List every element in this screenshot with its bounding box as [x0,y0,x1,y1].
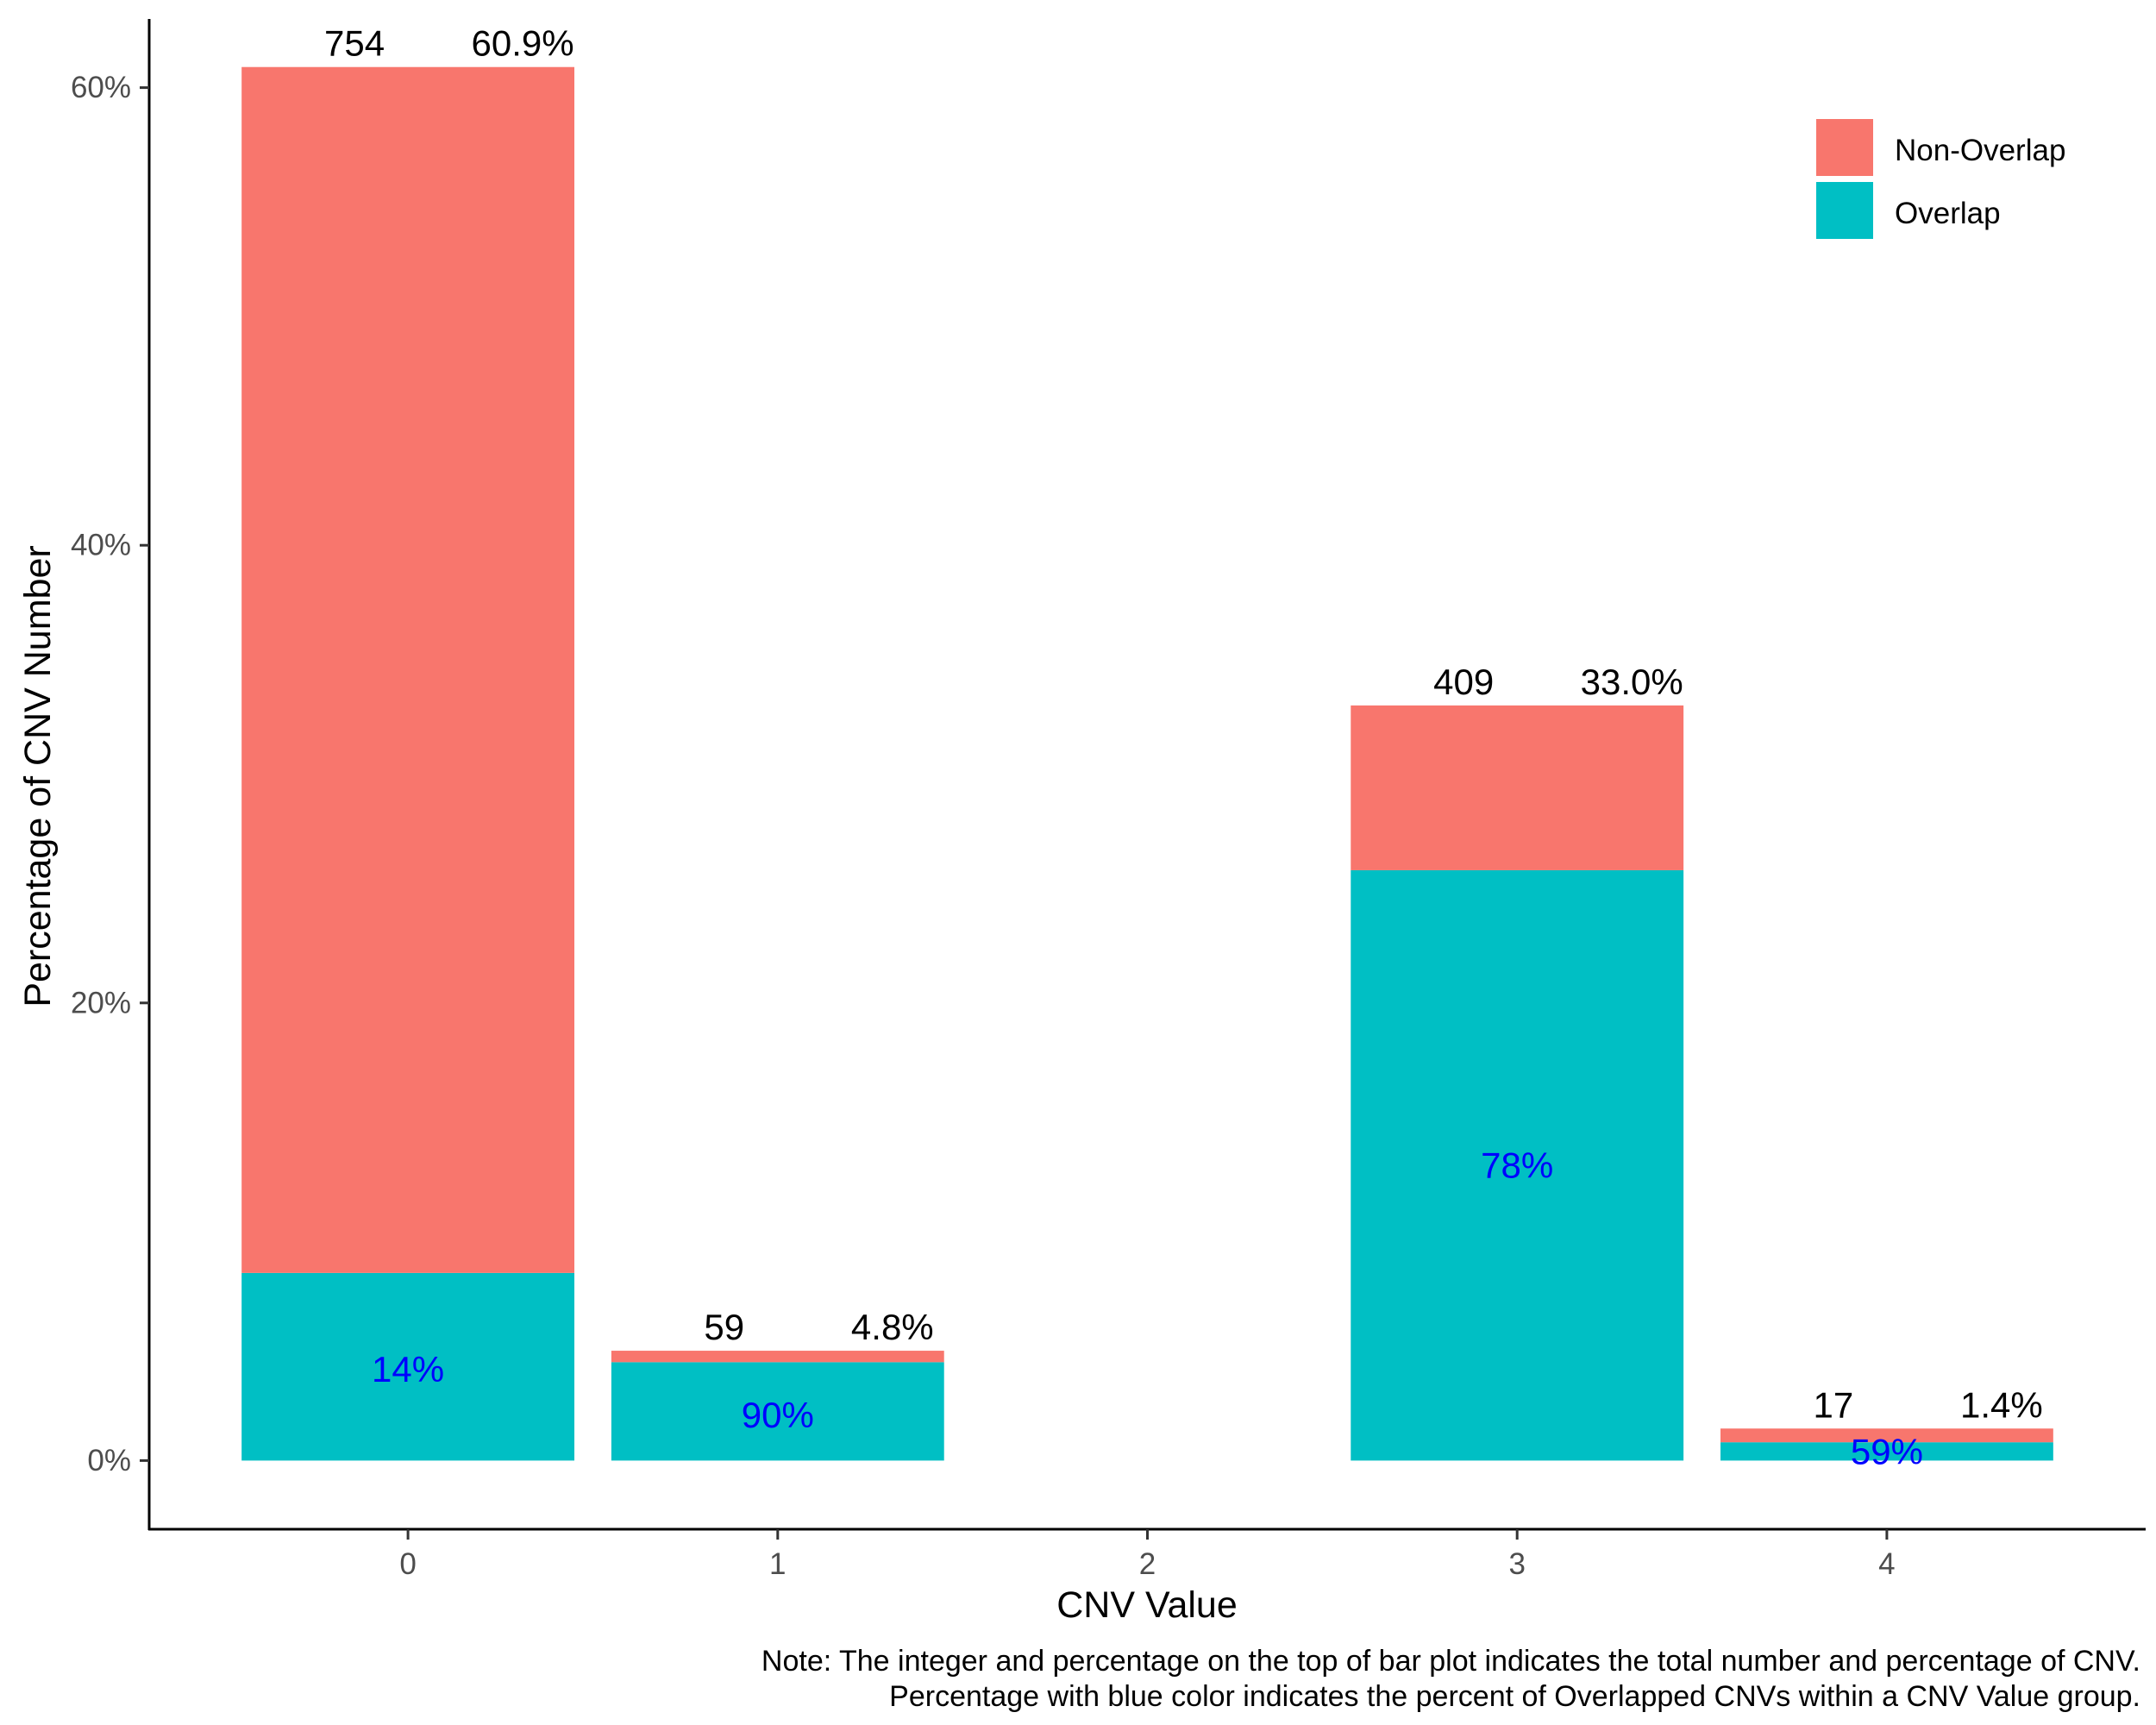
legend: Non-Overlap Overlap [1816,119,2065,239]
count-label-1: 59 [704,1307,744,1347]
legend-key-overlap [1816,182,1873,239]
legend-label-non-overlap: Non-Overlap [1895,134,2065,167]
footnote-line-1: Note: The integer and percentage on the … [761,1645,2140,1678]
x-tick-label-3: 3 [1508,1547,1525,1581]
bar-non-overlap-4 [1720,1428,2053,1443]
overlap-pct-label-3: 78% [1481,1145,1553,1186]
bars-layer [241,66,2053,1461]
bar-non-overlap-1 [611,1351,944,1363]
footnote-line-2: Percentage with blue color indicates the… [889,1680,2140,1713]
ticks-layer: 0% 20% 40% 60% 0 1 2 3 4 [71,71,1896,1581]
bar-non-overlap-3 [1351,705,1684,870]
x-tick-label-1: 1 [769,1547,786,1581]
total-pct-label-1: 4.8% [851,1307,934,1347]
y-tick-label-60: 60% [71,71,131,104]
overlap-pct-label-0: 14% [372,1349,444,1389]
total-pct-label-0: 60.9% [472,23,574,64]
y-tick-label-40: 40% [71,529,131,562]
count-label-4: 17 [1814,1384,1854,1425]
x-tick-label-2: 2 [1139,1547,1156,1581]
footnote: Note: The integer and percentage on the … [761,1645,2140,1713]
count-label-3: 409 [1433,662,1494,702]
legend-label-overlap: Overlap [1895,197,2001,230]
bar-overlap-0 [241,1272,575,1461]
total-pct-label-3: 33.0% [1581,662,1683,702]
count-label-0: 754 [324,23,385,64]
legend-key-non-overlap [1816,119,1873,176]
x-axis-title: CNV Value [1056,1584,1238,1626]
bar-non-overlap-0 [241,66,575,1273]
labels-layer: 754 60.9% 14% 59 4.8% 90% 409 33.0% 78% 17 1.4% 59% [324,23,2043,1472]
bar-overlap-3 [1351,869,1684,1461]
overlap-pct-label-4: 59% [1851,1431,1923,1471]
overlap-pct-label-1: 90% [742,1395,814,1435]
y-axis-title: Percentage of CNV Number [17,545,59,1007]
total-pct-label-4: 1.4% [1960,1384,2043,1425]
y-tick-label-0: 0% [87,1444,131,1477]
bar-overlap-4 [1720,1442,2053,1461]
bar-overlap-1 [611,1362,944,1461]
x-tick-label-0: 0 [399,1547,416,1581]
y-tick-label-20: 20% [71,986,131,1019]
x-tick-label-4: 4 [1878,1547,1895,1581]
